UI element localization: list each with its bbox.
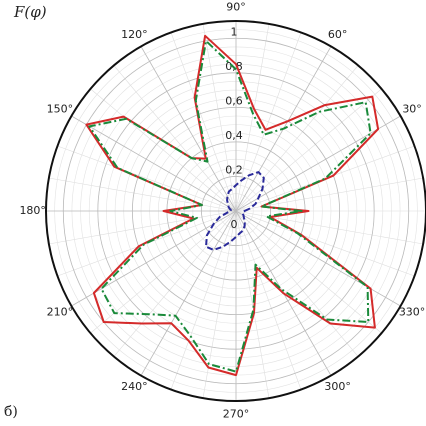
angle-tick-label: 60°	[328, 28, 348, 41]
angle-tick-label: 150°	[47, 102, 74, 115]
angle-tick-label: 330°	[399, 306, 426, 319]
r-tick-label: 0,2	[225, 163, 243, 176]
series-line	[205, 171, 265, 251]
r-tick-label: 1	[231, 25, 238, 38]
angle-tick-label: 30°	[402, 102, 422, 115]
angle-tick-label: 240°	[121, 380, 148, 393]
angle-tick-label: 270°	[223, 407, 250, 420]
series-line	[88, 39, 372, 373]
grid-ring	[97, 72, 375, 350]
grid-ring	[201, 176, 271, 246]
subtitle: б)	[4, 404, 18, 420]
angle-tick-label: 120°	[121, 28, 148, 41]
r-tick-label: 0,6	[225, 94, 243, 107]
grid-spoke	[235, 210, 401, 307]
grid-ring	[62, 37, 410, 385]
grid-ring	[131, 106, 341, 316]
outer-ring	[45, 20, 426, 402]
r-tick-label: 0,4	[225, 129, 243, 142]
grid-spoke	[71, 210, 237, 307]
grid-spoke	[140, 46, 237, 212]
angle-tick-label: 210°	[47, 306, 74, 319]
grid-spoke	[235, 115, 401, 212]
r-tick-label: 0	[231, 218, 238, 231]
grid-spoke	[71, 115, 237, 212]
grid-spoke	[140, 210, 237, 376]
angle-tick-label: 300°	[324, 380, 351, 393]
angle-tick-label: 90°	[226, 1, 246, 14]
angle-tick-label: 180°	[19, 204, 46, 217]
chart-title: F(φ)	[13, 3, 47, 21]
series-line	[85, 34, 380, 377]
